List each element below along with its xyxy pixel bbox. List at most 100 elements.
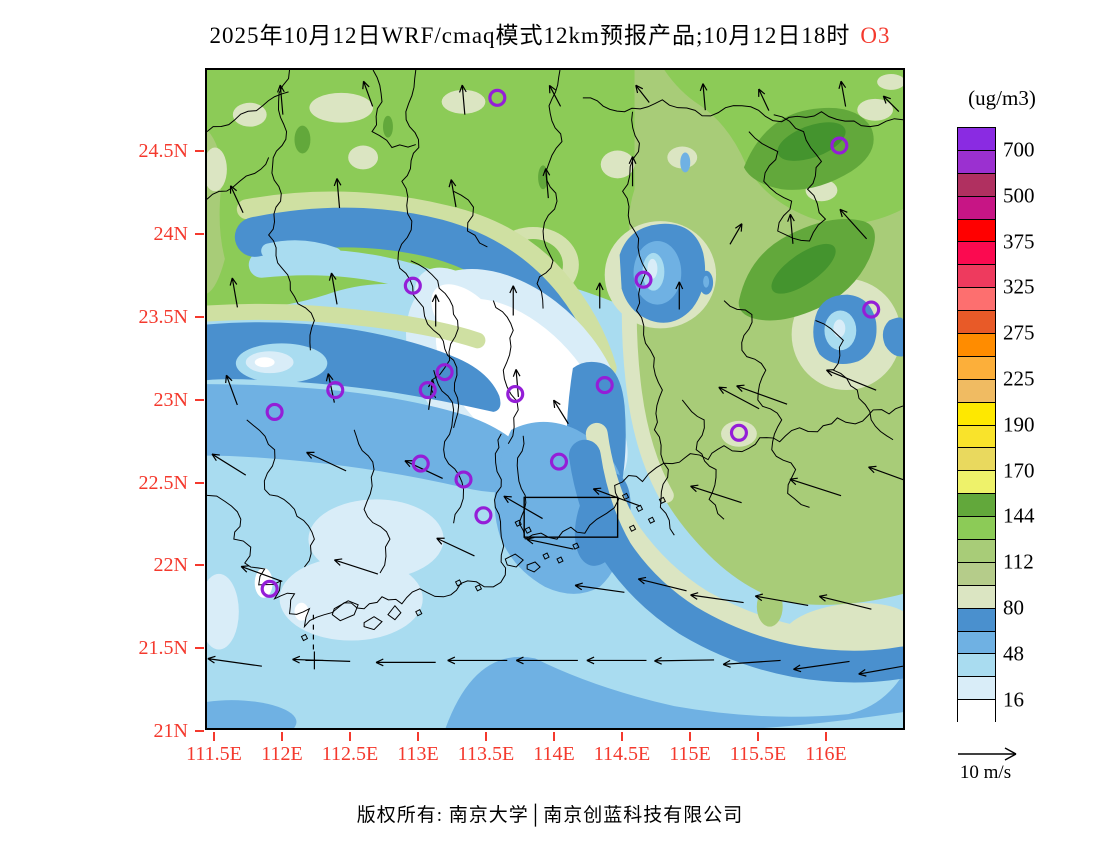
lon-tick	[553, 732, 555, 741]
colorbar-cell	[958, 654, 995, 678]
station-marker	[435, 363, 454, 382]
admin-boundary	[723, 300, 810, 508]
wind-vector-arrow	[637, 576, 687, 592]
lat-tick	[195, 482, 204, 484]
wind-vector-arrow	[574, 582, 625, 593]
colorbar-cell	[958, 677, 995, 701]
wind-vector-arrow	[448, 179, 457, 208]
wind-vector-arrow	[882, 95, 900, 112]
colorbar-cell	[958, 631, 995, 655]
islet	[621, 492, 630, 501]
admin-boundary	[207, 157, 270, 200]
wind-vector-arrow	[333, 558, 379, 575]
islet	[514, 519, 522, 527]
colorbar-cell	[958, 608, 995, 632]
islet	[628, 524, 637, 532]
colorbar-cell	[958, 471, 995, 495]
lon-label: 114E	[533, 743, 575, 765]
copyright-footer: 版权所有: 南京大学│南京创蓝科技有限公司	[356, 805, 744, 826]
islet	[415, 609, 423, 617]
lat-label: 21.5N	[138, 637, 188, 659]
colorbar-unit-label: (ug/m3)	[968, 86, 1036, 110]
wind-vector-arrow	[839, 208, 868, 240]
wind-vector-arrow	[436, 537, 475, 557]
wind-vector-arrow	[229, 185, 244, 213]
wind-vector-arrow	[736, 384, 788, 405]
wind-vector-arrow	[447, 656, 508, 665]
colorbar-cell	[958, 288, 995, 312]
station-marker	[549, 452, 569, 471]
contour-spot	[309, 92, 374, 123]
admin-boundary	[453, 190, 488, 248]
admin-boundary	[494, 433, 502, 538]
wind-vector-arrow	[758, 88, 770, 111]
station-marker	[830, 136, 849, 155]
admin-boundary	[207, 494, 507, 629]
lon-tick	[349, 732, 351, 741]
contour-spot	[294, 602, 309, 621]
wind-vector-arrow	[375, 658, 436, 667]
contour-spot	[348, 145, 379, 170]
admin-boundary	[397, 70, 460, 428]
station-marker	[488, 88, 507, 107]
wind-vector-arrow	[699, 83, 708, 111]
wind-vector-arrow	[207, 655, 262, 667]
colorbar-cell	[958, 540, 995, 563]
admin-boundary	[371, 70, 416, 149]
lon-label: 114.5E	[593, 743, 651, 765]
contour-spot	[777, 122, 846, 161]
page-title: 2025年10月12日WRF/cmaq模式12km预报产品;10月12日18时 O…	[0, 16, 1100, 50]
wind-vector-arrow	[675, 281, 684, 310]
lon-tick	[485, 732, 487, 741]
islet	[572, 542, 580, 550]
contour-spot	[207, 147, 227, 192]
wind-vector-arrow	[553, 399, 569, 425]
lon-tick	[757, 732, 759, 741]
lon-label: 113E	[397, 743, 439, 765]
wind-vector-arrow	[458, 84, 467, 115]
lat-tick	[195, 316, 204, 318]
contour-band	[236, 191, 617, 379]
wind-vector-arrow	[868, 465, 903, 481]
contour-spot	[294, 125, 311, 154]
station-marker	[634, 270, 653, 289]
colorbar-cell	[958, 196, 995, 220]
admin-boundary	[622, 111, 675, 536]
colorbar-cell	[958, 150, 995, 174]
contour-spot	[600, 150, 635, 179]
colorbar-tick-label: 16	[1003, 687, 1024, 711]
admin-boundary	[582, 97, 903, 128]
wind-vector-arrow	[509, 285, 518, 316]
colorbar-cell	[958, 700, 995, 724]
station-marker	[265, 402, 284, 421]
wind-scale-label: 10 m/s	[959, 762, 1012, 783]
lon-tick	[621, 732, 623, 741]
lon-label: 112E	[261, 743, 303, 765]
admin-boundary	[246, 419, 315, 568]
islet	[556, 556, 564, 564]
wind-vector-arrow	[431, 294, 440, 327]
wind-vector-arrow	[512, 368, 521, 397]
contour-spot	[783, 603, 903, 657]
wind-vector-arrow	[789, 477, 842, 497]
station-marker	[260, 579, 279, 598]
colorbar-cell	[958, 356, 995, 380]
south-sea-medium	[445, 656, 903, 728]
wind-vector-arrow	[793, 660, 850, 673]
station-marker	[862, 300, 881, 319]
lat-tick	[195, 564, 204, 566]
station-marker	[403, 276, 422, 295]
lat-label: 24N	[153, 223, 188, 245]
colorbar-tick-label: 375	[1003, 229, 1035, 253]
wind-vector-arrow	[225, 374, 238, 406]
lon-label: 115E	[669, 743, 711, 765]
wind-vector-arrow	[858, 665, 903, 677]
wind-vector-arrow	[515, 656, 578, 665]
islet	[658, 496, 667, 505]
colorbar-cell	[958, 334, 995, 357]
lon-label: 111.5E	[186, 743, 242, 765]
colorbar-tick-label: 500	[1003, 183, 1035, 208]
island	[331, 600, 359, 622]
wind-vector-arrow	[333, 178, 342, 209]
